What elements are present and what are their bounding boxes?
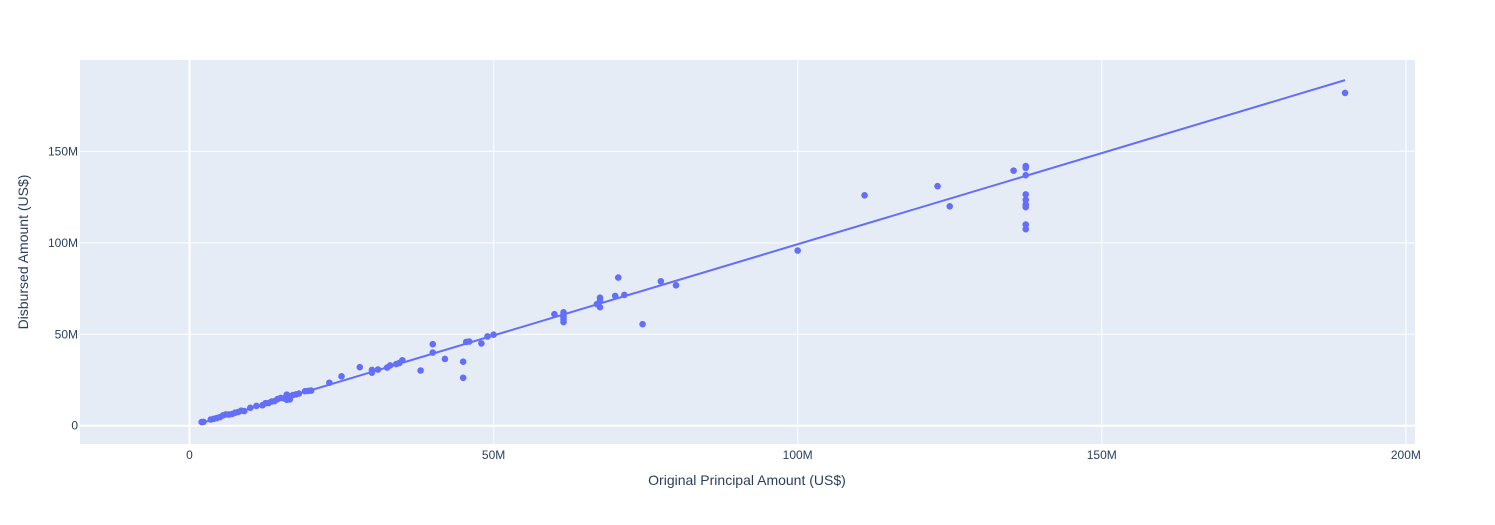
data-point [1022,171,1030,179]
plot-background [80,60,1415,444]
data-point [794,247,801,254]
data-point [326,379,333,387]
data-point [1010,167,1017,174]
data-point [240,407,248,415]
data-point [1022,225,1030,233]
x-tick-label: 150M [1087,448,1117,462]
x-tick-label: 50M [482,448,505,462]
data-point [253,402,260,410]
data-point [1022,196,1030,204]
x-axis-title: Original Principal Amount (US$) [648,472,846,488]
data-point [429,349,437,356]
data-point [621,291,628,299]
data-point [246,404,254,412]
data-point [934,182,941,190]
tick-labels: 0 50M 100M 150M 200M 0 50M 100M 150M [48,144,1421,462]
y-tick-label: 100M [48,236,78,250]
data-point [200,418,207,426]
data-point [417,367,424,374]
data-point [441,355,449,363]
data-point [1341,89,1349,97]
data-point [639,320,646,328]
data-point [551,310,558,318]
data-point [614,274,622,281]
data-point [490,331,497,338]
data-point [386,362,394,369]
data-point [861,192,868,199]
data-point [478,340,485,347]
x-tick-label: 100M [783,448,813,462]
data-point [1022,191,1030,198]
data-point [1022,162,1030,170]
x-tick-label: 200M [1391,448,1421,462]
data-point [1022,221,1030,228]
data-point [560,309,567,316]
data-point [484,333,491,340]
data-point [459,358,467,366]
grid-lines [80,60,1415,444]
data-point [399,356,406,364]
data-point [295,390,303,397]
data-point [946,202,954,210]
data-point [611,292,619,300]
data-point [307,387,315,394]
y-tick-label: 50M [55,327,78,341]
data-point [672,281,680,289]
data-point [596,294,604,302]
data-point [1022,201,1030,208]
y-tick-label: 0 [71,419,78,433]
y-tick-label: 150M [48,144,78,158]
data-point [374,366,382,373]
data-point [465,338,473,345]
data-point [368,366,376,374]
data-point [657,277,665,285]
data-point [283,391,291,398]
data-point [429,340,437,348]
x-tick-label: 0 [186,448,193,462]
data-point [338,373,345,380]
y-axis-title: Disbursed Amount (US$) [15,175,31,330]
data-point [459,374,467,382]
data-point [596,303,604,311]
scatter-markers [198,89,1349,426]
data-point [356,363,364,371]
